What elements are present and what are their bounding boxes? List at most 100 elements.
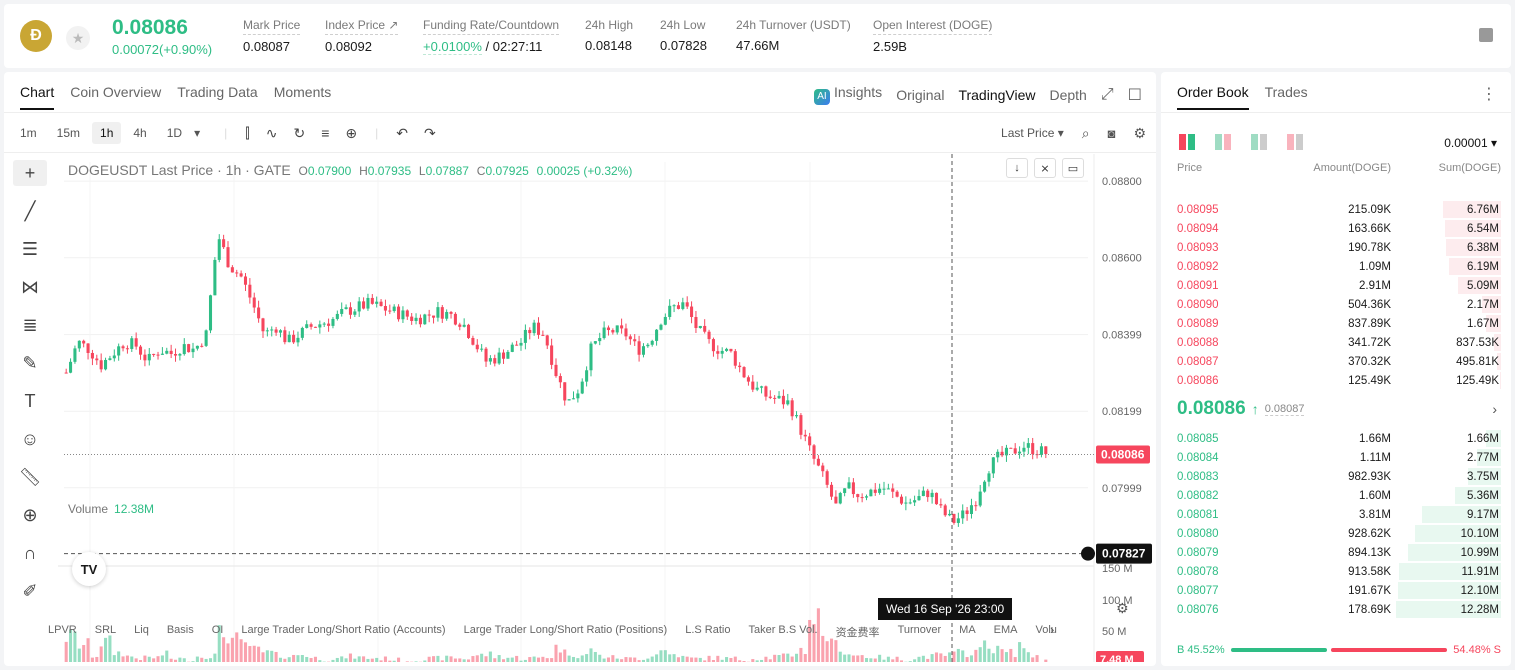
view-original[interactable]: Original	[896, 86, 945, 103]
bid-row[interactable]: 0.08079 894.13K 10.99M	[1161, 543, 1501, 562]
ask-row[interactable]: 0.08088 341.72K 837.53K	[1161, 333, 1501, 352]
zoom-tool-icon[interactable]: ⊕	[22, 504, 38, 525]
indicator-scroll-right-icon[interactable]: ›	[1050, 622, 1055, 637]
ask-row[interactable]: 0.08094 163.66K 6.54M	[1161, 219, 1501, 238]
ask-row[interactable]: 0.08089 837.89K 1.67M	[1161, 314, 1501, 333]
volume-bar	[392, 660, 396, 662]
pattern-tool-icon[interactable]: ⋈	[21, 276, 39, 297]
tab-chart[interactable]: Chart	[20, 84, 55, 110]
fullscreen-icon[interactable]: ☐	[1127, 86, 1142, 104]
indicator-item[interactable]: Liq	[134, 624, 149, 636]
undo-icon[interactable]: ↶	[396, 124, 408, 141]
timeframe-1d[interactable]: 1D	[166, 126, 183, 140]
bid-row[interactable]: 0.08077 191.67K 12.10M	[1161, 581, 1501, 600]
emoji-tool-icon[interactable]: ☺	[20, 428, 40, 449]
tab-order-book[interactable]: Order Book	[1177, 84, 1249, 110]
horizontal-lines-tool-icon[interactable]: ☰	[21, 238, 39, 259]
indicator-item[interactable]: Volu	[1035, 624, 1057, 636]
add-indicator-icon[interactable]: ⊕	[345, 124, 358, 141]
settings-gear-icon[interactable]: ⚙	[1133, 124, 1146, 141]
view-tradingview[interactable]: TradingView	[958, 86, 1036, 103]
search-icon[interactable]: ⌕	[1081, 124, 1090, 141]
mode-both-icon[interactable]	[1179, 134, 1195, 150]
stat-open-interest[interactable]: Open Interest (DOGE) 2.59B	[873, 18, 993, 54]
stat-index-price[interactable]: Index Price ↗ 0.08092	[325, 18, 399, 54]
crosshair-tool-icon[interactable]: +	[13, 160, 47, 186]
expand-icon[interactable]: ⤢	[1100, 85, 1114, 103]
candle-type-icon[interactable]: ⫿	[245, 124, 250, 141]
precision-select[interactable]: 0.00001 ▾	[1444, 136, 1497, 150]
ask-row[interactable]: 0.08091 2.91M 5.09M	[1161, 276, 1501, 295]
indicator-item[interactable]: Large Trader Long/Short Ratio (Accounts)	[241, 624, 446, 636]
bid-row[interactable]: 0.08084 1.11M 2.77M	[1161, 448, 1501, 467]
guide-book-icon[interactable]	[1479, 28, 1493, 42]
toggle-panel-icon[interactable]: ▭	[1062, 158, 1084, 178]
bid-row[interactable]: 0.08083 982.93K 3.75M	[1161, 467, 1501, 486]
text-tool-icon[interactable]: T	[24, 390, 36, 411]
ruler-tool-icon[interactable]: 📏︎	[18, 466, 42, 487]
ask-row[interactable]: 0.08086 125.49K 125.49K	[1161, 371, 1501, 390]
view-depth[interactable]: Depth	[1049, 86, 1087, 103]
ask-row[interactable]: 0.08095 215.09K 6.76M	[1161, 200, 1501, 219]
stat-mark-price[interactable]: Mark Price 0.08087	[243, 18, 301, 54]
indicator-item[interactable]: LPVR	[48, 624, 77, 636]
timeframe-15m[interactable]: 15m	[56, 126, 81, 140]
ask-row[interactable]: 0.08087 370.32K 495.81K	[1161, 352, 1501, 371]
indicators-icon[interactable]: ∿	[265, 124, 278, 141]
more-options-icon[interactable]: ⋮	[1481, 86, 1497, 103]
timeframe-4h[interactable]: 4h	[133, 126, 147, 140]
trend-line-tool-icon[interactable]: ╱	[24, 200, 36, 221]
indicator-item[interactable]: L.S Ratio	[685, 624, 731, 636]
tradingview-logo-icon[interactable]: TV	[72, 552, 106, 586]
magnet-tool-icon[interactable]: ∩	[23, 542, 37, 563]
book-amount: 913.58K	[1348, 565, 1391, 578]
stat-funding-rate[interactable]: Funding Rate/Countdown +0.0100% / 02:27:…	[423, 18, 560, 55]
templates-icon[interactable]: ≡	[321, 125, 330, 141]
timeframe-dropdown-icon[interactable]: ▾	[194, 126, 201, 140]
tab-trades[interactable]: Trades	[1264, 84, 1308, 100]
pencil-tool-icon[interactable]: ✐	[22, 580, 38, 601]
ask-row[interactable]: 0.08090 504.36K 2.17M	[1161, 295, 1501, 314]
camera-icon[interactable]: ◙	[1107, 125, 1116, 141]
tab-coin-overview[interactable]: Coin Overview	[70, 84, 162, 100]
indicator-item[interactable]: Basis	[166, 624, 194, 636]
redo-icon[interactable]: ↷	[423, 124, 436, 141]
indicator-item[interactable]: Taker B.S Vol.	[748, 624, 818, 636]
view-insights[interactable]: AI Insights	[813, 84, 882, 105]
bid-row[interactable]: 0.08082 1.60M 5.36M	[1161, 486, 1501, 505]
scroll-down-icon[interactable]: ↓	[1006, 158, 1028, 178]
indicator-item[interactable]: MA	[959, 624, 976, 636]
chart-settings-icon[interactable]: ⚙	[1116, 600, 1129, 616]
collapse-icon[interactable]: ⨯	[1034, 158, 1056, 178]
book-sum: 1.67M	[1467, 317, 1499, 330]
bid-row[interactable]: 0.08081 3.81M 9.17M	[1161, 505, 1501, 524]
timeframe-1h[interactable]: 1h	[92, 122, 122, 144]
price-type-select[interactable]: Last Price ▾	[1001, 126, 1064, 140]
brush-tool-icon[interactable]: ✎	[22, 352, 38, 373]
bid-row[interactable]: 0.08080 928.62K 10.10M	[1161, 524, 1501, 543]
indicator-item[interactable]: EMA	[993, 624, 1018, 636]
replay-icon[interactable]: ↻	[293, 124, 306, 141]
mode-asks-icon[interactable]	[1287, 134, 1303, 150]
indicator-item[interactable]: 资金费率	[835, 627, 880, 639]
bid-row[interactable]: 0.08076 178.69K 12.28M	[1161, 600, 1501, 619]
candlestick-chart[interactable]: 0.088000.086000.083990.081990.0799911121…	[58, 154, 1154, 662]
indicator-item[interactable]: SRL	[94, 624, 117, 636]
indicator-item[interactable]: Large Trader Long/Short Ratio (Positions…	[463, 624, 668, 636]
mode-bids-icon[interactable]	[1251, 134, 1267, 150]
tab-trading-data[interactable]: Trading Data	[177, 84, 258, 100]
indicator-item[interactable]: OI	[211, 624, 224, 636]
timeframe-1m[interactable]: 1m	[20, 126, 37, 140]
fib-tool-icon[interactable]: ≣	[22, 314, 38, 335]
ask-row[interactable]: 0.08092 1.09M 6.19M	[1161, 257, 1501, 276]
tab-moments[interactable]: Moments	[273, 84, 332, 100]
ask-row[interactable]: 0.08093 190.78K 6.38M	[1161, 238, 1501, 257]
favorite-star-icon[interactable]: ★	[66, 26, 90, 50]
chevron-right-icon[interactable]: ›	[1492, 401, 1497, 417]
bid-row[interactable]: 0.08085 1.66M 1.66M	[1161, 429, 1501, 448]
mode-split-icon[interactable]	[1215, 134, 1231, 150]
volume-bar	[353, 658, 357, 662]
indicator-item[interactable]: Turnover	[897, 624, 942, 636]
mid-price-row[interactable]: 0.08086 ↑ 0.08087 ›	[1177, 398, 1497, 419]
bid-row[interactable]: 0.08078 913.58K 11.91M	[1161, 562, 1501, 581]
